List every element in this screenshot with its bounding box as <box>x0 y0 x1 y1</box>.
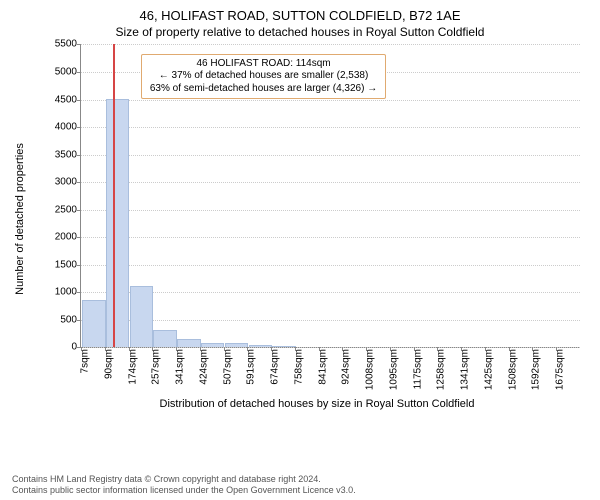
xtick-label: 341sqm <box>175 349 186 385</box>
callout-line-2: ← 37% of detached houses are smaller (2,… <box>150 70 377 83</box>
xtick-label: 1341sqm <box>460 349 471 390</box>
histogram-bar <box>225 343 248 348</box>
page-title: 46, HOLIFAST ROAD, SUTTON COLDFIELD, B72… <box>12 8 588 25</box>
ytick-label: 3000 <box>55 177 81 188</box>
xtick-label: 90sqm <box>103 349 114 379</box>
xtick-label: 174sqm <box>127 349 138 385</box>
xtick-label: 1095sqm <box>388 349 399 390</box>
callout-line-3: 63% of semi-detached houses are larger (… <box>150 83 377 96</box>
page-subtitle: Size of property relative to detached ho… <box>12 25 588 41</box>
ytick-label: 5500 <box>55 39 81 50</box>
y-axis-label: Number of detached properties <box>14 144 26 296</box>
histogram-bar <box>249 345 272 348</box>
ytick-label: 3500 <box>55 149 81 160</box>
xtick-label: 507sqm <box>222 349 233 385</box>
xtick-label: 424sqm <box>198 349 209 385</box>
histogram-bar <box>272 346 295 348</box>
ytick-label: 4000 <box>55 122 81 133</box>
ytick-label: 5000 <box>55 67 81 78</box>
ytick-label: 1000 <box>55 287 81 298</box>
xtick-label: 841sqm <box>317 349 328 385</box>
property-marker-line <box>113 44 115 347</box>
gridline <box>81 237 580 238</box>
xtick-label: 7sqm <box>80 349 91 373</box>
xtick-label: 924sqm <box>341 349 352 385</box>
gridline <box>81 292 580 293</box>
ytick-label: 1500 <box>55 259 81 270</box>
xtick-label: 758sqm <box>293 349 304 385</box>
gridline <box>81 265 580 266</box>
histogram-bar <box>130 286 153 348</box>
xtick-label: 1175sqm <box>412 349 423 389</box>
gridline <box>81 210 580 211</box>
ytick-label: 2500 <box>55 204 81 215</box>
ytick-label: 4500 <box>55 94 81 105</box>
chart: Number of detached properties 0500100015… <box>46 44 586 394</box>
chart-container: 46, HOLIFAST ROAD, SUTTON COLDFIELD, B72… <box>0 0 600 500</box>
xtick-label: 1008sqm <box>365 349 376 390</box>
gridline <box>81 155 580 156</box>
gridline <box>81 44 580 45</box>
ytick-label: 500 <box>60 314 81 325</box>
histogram-bar <box>82 300 105 348</box>
ytick-label: 2000 <box>55 232 81 243</box>
histogram-bar <box>153 330 176 348</box>
callout-box: 46 HOLIFAST ROAD: 114sqm← 37% of detache… <box>141 54 386 100</box>
xtick-label: 257sqm <box>151 349 162 385</box>
xtick-label: 1675sqm <box>555 349 566 390</box>
plot-area: 0500100015002000250030003500400045005000… <box>80 44 580 348</box>
xtick-label: 674sqm <box>270 349 281 385</box>
xtick-label: 1508sqm <box>507 349 518 390</box>
x-axis-label: Distribution of detached houses by size … <box>46 398 588 410</box>
xtick-label: 1258sqm <box>436 349 447 390</box>
gridline <box>81 182 580 183</box>
xtick-label: 1592sqm <box>531 349 542 390</box>
histogram-bar <box>177 339 200 348</box>
xtick-label: 1425sqm <box>483 349 494 390</box>
gridline <box>81 100 580 101</box>
gridline <box>81 320 580 321</box>
histogram-bar <box>201 343 224 347</box>
histogram-bar <box>106 99 129 348</box>
xtick-label: 591sqm <box>246 349 257 385</box>
footer-attribution: Contains HM Land Registry data © Crown c… <box>12 474 356 497</box>
gridline <box>81 127 580 128</box>
callout-line-1: 46 HOLIFAST ROAD: 114sqm <box>150 58 377 71</box>
footer-line-1: Contains HM Land Registry data © Crown c… <box>12 474 356 485</box>
footer-line-2: Contains public sector information licen… <box>12 485 356 496</box>
